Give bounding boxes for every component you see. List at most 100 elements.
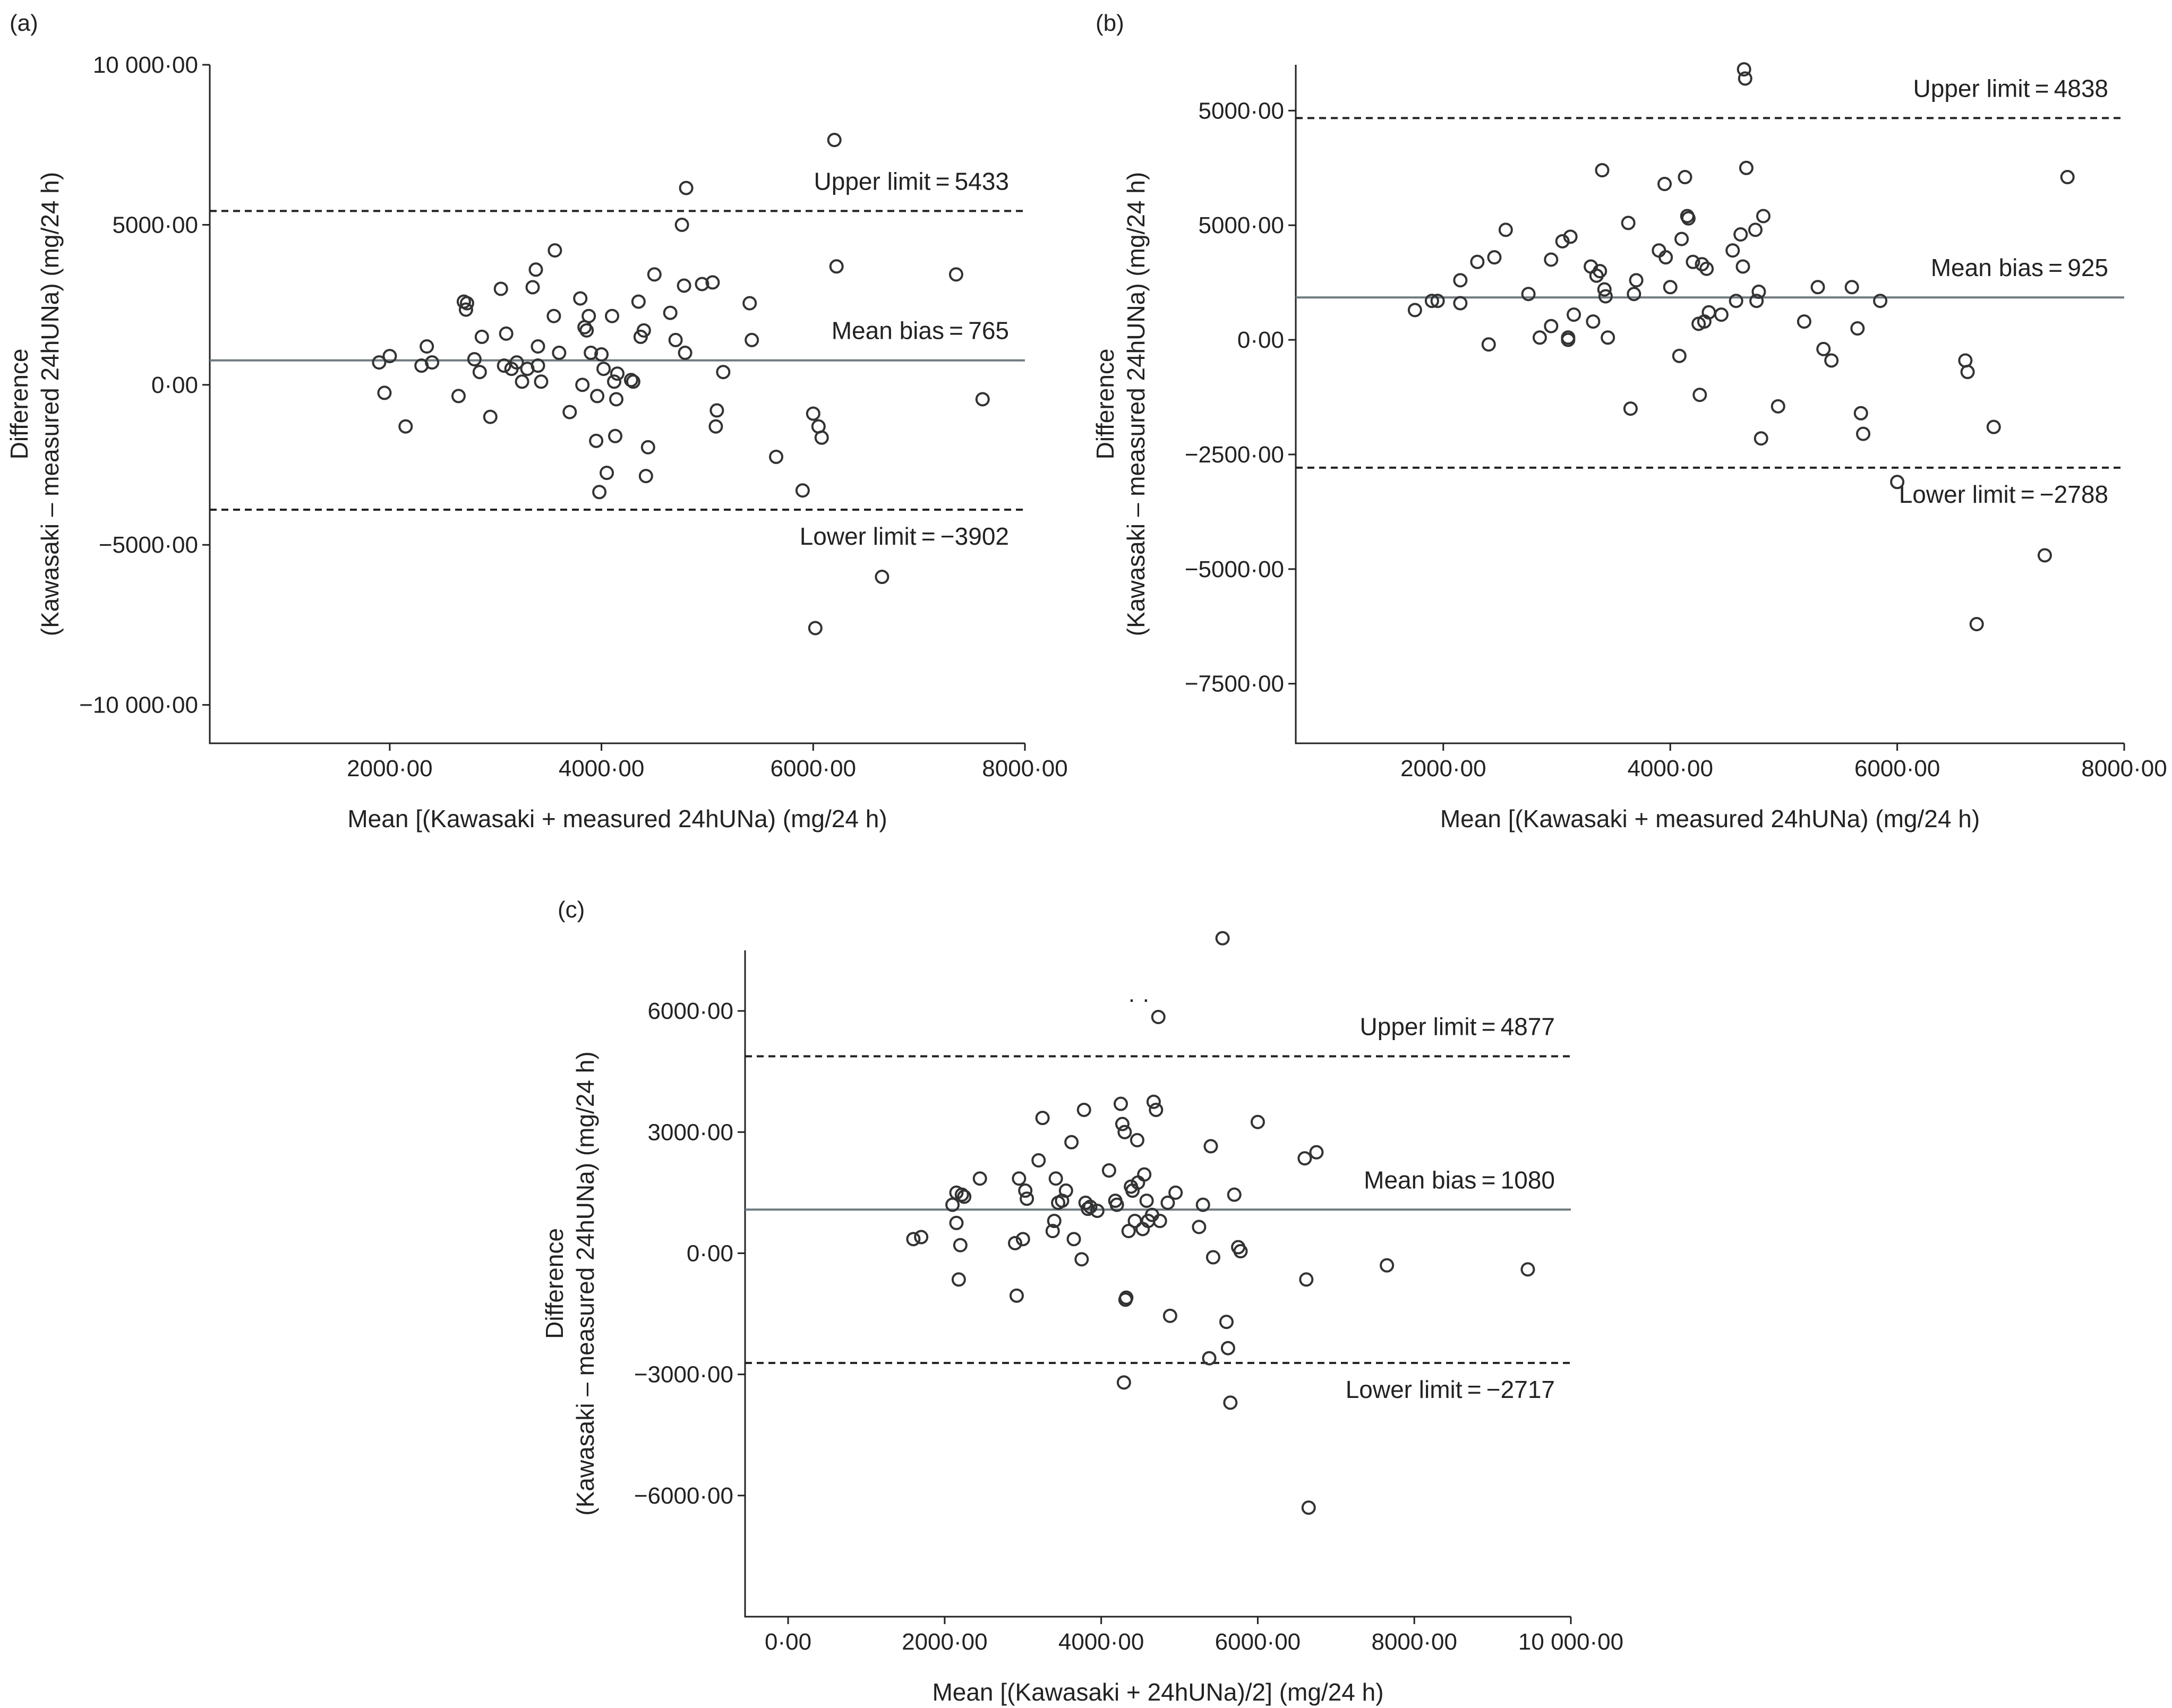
data-point: [472, 365, 487, 380]
y-axis-title-line2: (Kawasaki – measured 24hUNa) (mg/24 h): [36, 172, 64, 636]
data-point: [1297, 1151, 1312, 1166]
data-point: [623, 373, 638, 388]
data-point: [1771, 399, 1785, 414]
mean-bias-label: Mean bias = 1080: [1364, 1166, 1555, 1194]
data-point: [1627, 287, 1641, 302]
data-point: [677, 278, 691, 293]
data-point: [1751, 284, 1766, 299]
data-point: [589, 433, 604, 448]
data-point: [1031, 1153, 1046, 1168]
x-tick-label: 2000·00: [347, 756, 432, 782]
data-point: [1692, 388, 1707, 402]
data-point: [1015, 1232, 1030, 1247]
data-point: [1621, 216, 1636, 230]
lower-limit-label: Lower limit = −2788: [1899, 480, 2108, 508]
data-point: [1220, 1341, 1235, 1355]
data-point: [914, 1230, 929, 1244]
data-point: [806, 406, 820, 421]
data-point: [1407, 303, 1422, 317]
data-point: [695, 277, 709, 291]
x-axis-title: Mean [(Kawasaki + measured 24hUNa) (mg/2…: [347, 805, 887, 832]
data-point: [1699, 261, 1714, 276]
data-point: [531, 358, 545, 373]
x-tick-label: 8000·00: [1371, 1629, 1457, 1655]
data-point: [1035, 1111, 1050, 1126]
x-tick-label: 4000·00: [559, 756, 644, 782]
data-point: [1048, 1171, 1063, 1186]
data-point: [1520, 1262, 1535, 1277]
data-point: [1629, 273, 1644, 288]
data-point: [1149, 1102, 1164, 1117]
y-tick-label: −3000·00: [634, 1362, 733, 1388]
data-point: [668, 332, 683, 347]
data-point: [467, 352, 482, 367]
x-tick-label: 4000·00: [1627, 756, 1713, 782]
data-point: [1725, 243, 1740, 258]
data-point: [1658, 250, 1673, 265]
data-point: [515, 374, 529, 389]
panel-a: (a) 10 000·00 5000·00 0·00 −5000·00 −10 000·0…: [5, 10, 1068, 832]
data-point: [1498, 222, 1513, 237]
data-point: [1115, 1117, 1130, 1131]
data-point: [1117, 1125, 1132, 1139]
data-point: [1686, 254, 1700, 269]
data-point: [1487, 250, 1502, 265]
data-point: [1958, 353, 1973, 368]
data-point: [1227, 1187, 1242, 1202]
data-point: [1853, 406, 1868, 420]
x-axis-title: Mean [(Kawasaki + measured 24hUNa) (mg/2…: [1440, 805, 1980, 832]
x-tick-label: 6000·00: [771, 756, 856, 782]
data-point: [546, 308, 561, 323]
upper-limit-label: Upper limit = 5433: [814, 167, 1009, 195]
data-point: [1563, 229, 1578, 244]
data-point: [1544, 252, 1559, 267]
data-point: [1873, 294, 1888, 308]
mean-bias-label: Mean bias = 925: [1931, 254, 2108, 281]
data-point: [1090, 1204, 1105, 1218]
data-point: [769, 449, 784, 464]
data-point: [1850, 321, 1865, 336]
data-point: [1152, 1214, 1167, 1229]
data-point: [1532, 330, 1547, 345]
y-tick-label: −10 000·00: [79, 692, 198, 718]
data-point: [827, 133, 842, 148]
panel-label: (b): [1096, 10, 1124, 36]
data-point: [1168, 1185, 1183, 1200]
panel-label: (c): [558, 897, 585, 923]
data-point: [1481, 337, 1496, 352]
data-point: [1058, 1183, 1073, 1198]
y-axis-title-line2: (Kawasaki – measured 24hUNa) (mg/24 h): [571, 1051, 599, 1515]
data-point: [638, 469, 653, 484]
data-point: [458, 302, 473, 317]
data-point: [1101, 1163, 1116, 1178]
x-tick-label: 2000·00: [902, 1629, 987, 1655]
data-point: [742, 296, 757, 311]
data-point: [1233, 1244, 1248, 1259]
data-point: [1160, 1195, 1175, 1210]
data-point: [1430, 294, 1445, 308]
data-point: [1066, 1232, 1081, 1247]
data-point: [420, 339, 434, 354]
data-point: [1109, 1197, 1124, 1212]
data-point: [663, 305, 678, 320]
data-point: [975, 392, 990, 407]
data-point: [631, 294, 646, 309]
data-point: [525, 280, 540, 295]
data-point: [459, 296, 474, 311]
data-point: [1012, 1171, 1027, 1186]
data-point: [705, 275, 720, 290]
data-point: [1678, 170, 1692, 185]
y-tick-label: 6000·00: [648, 998, 733, 1024]
y-tick-label: 5000·00: [1199, 98, 1284, 124]
data-point: [1797, 314, 1811, 329]
data-point: [954, 1187, 969, 1202]
data-point: [1047, 1214, 1062, 1229]
data-point: [1202, 1351, 1217, 1366]
data-point: [1301, 1500, 1316, 1515]
data-point: [1756, 209, 1771, 224]
data-point: [1195, 1197, 1210, 1212]
x-tick-label: 2000·00: [1400, 756, 1486, 782]
data-point: [590, 389, 605, 404]
data-point: [1223, 1395, 1238, 1410]
data-point: [875, 570, 890, 585]
